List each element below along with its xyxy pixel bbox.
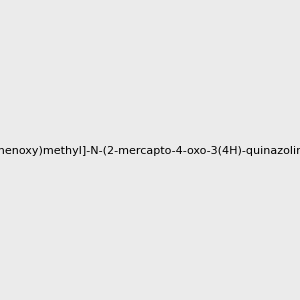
Text: 5-[(4-bromophenoxy)methyl]-N-(2-mercapto-4-oxo-3(4H)-quinazolinyl)-2-furamide: 5-[(4-bromophenoxy)methyl]-N-(2-mercapto…: [0, 146, 300, 157]
